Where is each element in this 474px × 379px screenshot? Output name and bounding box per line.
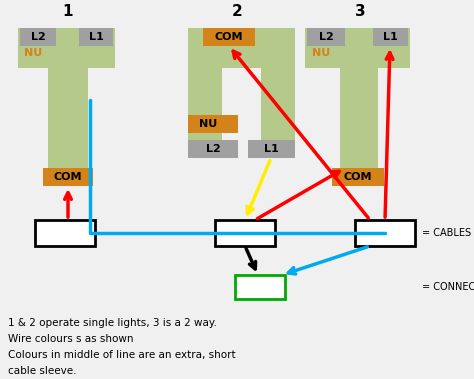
Bar: [20, 28, 56, 46]
Text: L2: L2: [319, 32, 333, 42]
Bar: [373, 28, 408, 46]
Text: COM: COM: [344, 172, 372, 182]
Bar: [35, 220, 95, 246]
Bar: [305, 28, 410, 68]
Text: L1: L1: [89, 32, 103, 42]
Text: Wire colours s as shown: Wire colours s as shown: [8, 334, 134, 344]
Text: 3: 3: [355, 5, 365, 19]
Bar: [340, 68, 378, 168]
Bar: [188, 68, 222, 158]
Text: COM: COM: [54, 172, 82, 182]
Text: NU: NU: [312, 48, 330, 58]
Bar: [188, 140, 238, 158]
Bar: [235, 275, 285, 299]
Text: 1 & 2 operate single lights, 3 is a 2 way.: 1 & 2 operate single lights, 3 is a 2 wa…: [8, 318, 217, 328]
Bar: [307, 28, 345, 46]
Text: L1: L1: [264, 144, 278, 154]
Bar: [332, 168, 384, 186]
Text: = CABLES: = CABLES: [422, 228, 471, 238]
Bar: [248, 140, 295, 158]
Text: NU: NU: [24, 48, 42, 58]
Text: L1: L1: [383, 32, 397, 42]
Text: 1: 1: [63, 5, 73, 19]
Bar: [43, 168, 93, 186]
Text: NU: NU: [199, 119, 217, 129]
Text: = CONNECTOR: = CONNECTOR: [422, 282, 474, 292]
Text: Colours in middle of line are an extra, short: Colours in middle of line are an extra, …: [8, 350, 236, 360]
Bar: [48, 68, 88, 168]
Text: 2: 2: [232, 5, 242, 19]
Text: cable sleeve.: cable sleeve.: [8, 366, 76, 376]
Text: L2: L2: [31, 32, 46, 42]
Bar: [18, 28, 115, 68]
Bar: [188, 115, 238, 133]
Text: L2: L2: [206, 144, 220, 154]
Bar: [188, 28, 295, 68]
Bar: [79, 28, 113, 46]
Bar: [215, 220, 275, 246]
Bar: [261, 68, 295, 158]
Text: COM: COM: [215, 32, 243, 42]
Bar: [203, 28, 255, 46]
Bar: [355, 220, 415, 246]
